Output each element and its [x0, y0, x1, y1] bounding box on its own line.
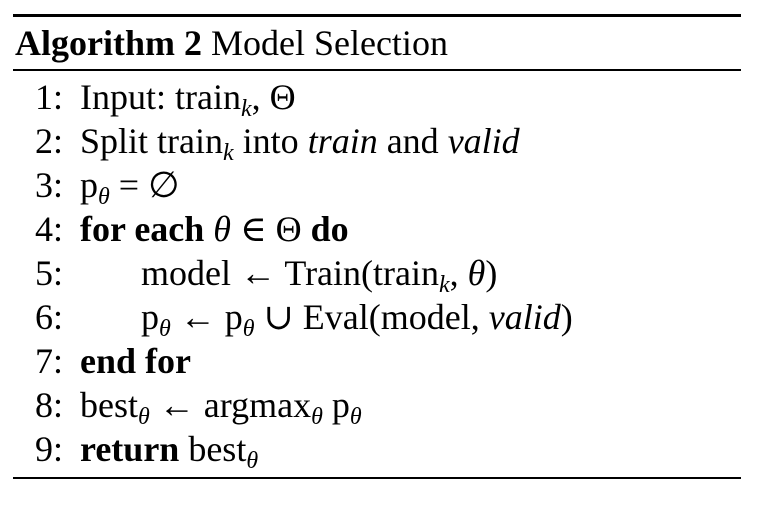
line-number: 8: — [34, 385, 63, 425]
line-code: pθ = ∅ — [80, 165, 180, 210]
algorithm-line-4: 4: for each θ ∈ Θ do — [13, 207, 741, 251]
bottom-rule — [13, 477, 741, 479]
line-number: 9: — [34, 429, 63, 469]
top-rule — [13, 14, 741, 17]
line-code: bestθ ← argmaxθ pθ — [80, 385, 362, 430]
line-number: 3: — [34, 165, 63, 205]
caption-rule — [13, 69, 741, 71]
line-number: 1: — [34, 77, 63, 117]
line-number: 7: — [34, 341, 63, 381]
algorithm-caption: Algorithm 2 Model Selection — [13, 17, 741, 69]
algorithm-line-7: 7: end for — [13, 339, 741, 383]
line-number: 6: — [34, 297, 63, 337]
line-code: Input: traink, Θ — [80, 77, 296, 122]
algorithm-label: Algorithm 2 — [15, 23, 202, 63]
line-code: model ← Train(traink, θ) — [141, 253, 498, 298]
line-number: 4: — [34, 209, 63, 249]
line-number: 2: — [34, 121, 63, 161]
line-number: 5: — [34, 253, 63, 293]
line-code: Split traink into train and valid — [80, 121, 520, 166]
algorithm-block: Algorithm 2 Model Selection 1: Input: tr… — [13, 14, 741, 474]
algorithm-line-1: 1: Input: traink, Θ — [13, 75, 741, 122]
algorithm-lines: 1: Input: traink, Θ 2: Split traink into… — [13, 71, 741, 474]
algorithm-title: Model Selection — [210, 23, 448, 63]
line-code: for each θ ∈ Θ do — [80, 209, 349, 249]
line-code: pθ ← pθ ∪ Eval(model, valid) — [141, 297, 573, 342]
algorithm-line-9: 9: return bestθ — [13, 427, 741, 474]
line-code: return bestθ — [80, 429, 259, 474]
algorithm-line-6: 6: pθ ← pθ ∪ Eval(model, valid) — [13, 295, 741, 342]
algorithm-line-8: 8: bestθ ← argmaxθ pθ — [13, 383, 741, 430]
line-code: end for — [80, 341, 191, 381]
algorithm-line-5: 5: model ← Train(traink, θ) — [13, 251, 741, 298]
algorithm-line-3: 3: pθ = ∅ — [13, 163, 741, 210]
algorithm-line-2: 2: Split traink into train and valid — [13, 119, 741, 166]
